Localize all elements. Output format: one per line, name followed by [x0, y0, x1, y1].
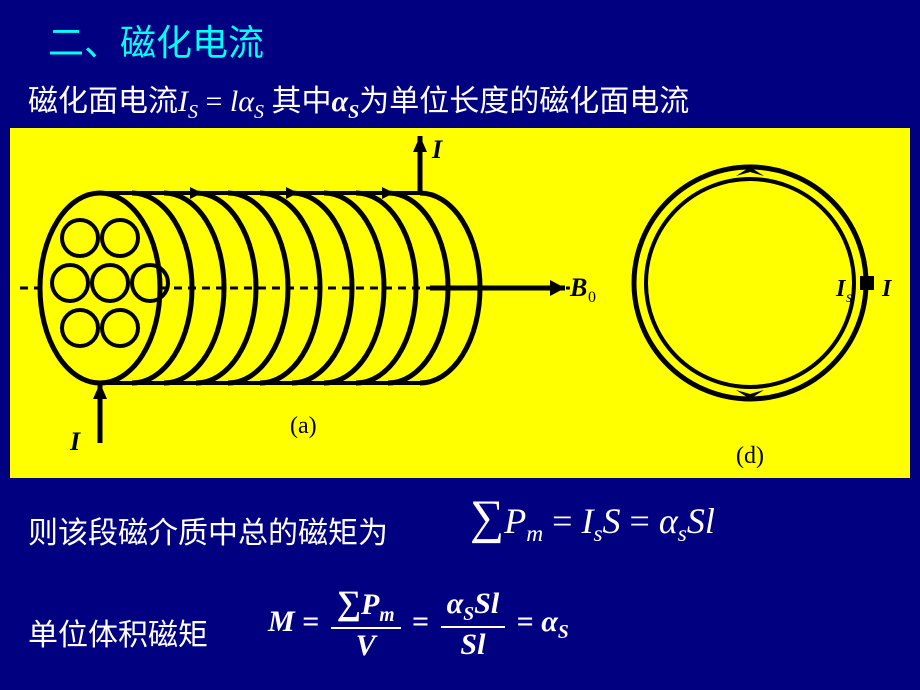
- eq-alpha2: α: [332, 85, 349, 118]
- eq-Is-sub: S: [188, 101, 198, 123]
- label-I-ring: I: [881, 276, 893, 302]
- frac2-denS: S: [460, 628, 477, 661]
- label-B: B: [569, 273, 587, 302]
- eq-M-afinal: α: [541, 605, 558, 638]
- line-surface-current: 磁化面电流IS = lαS 其中αS为单位长度的磁化面电流: [28, 76, 689, 124]
- txt-mid: 其中: [264, 85, 332, 118]
- eq-M-afinal-sub: S: [558, 622, 569, 643]
- text-total-moment: 则该段磁介质中总的磁矩为: [28, 508, 388, 552]
- frac2-a: α: [447, 587, 464, 620]
- eq-equals: =: [198, 85, 230, 118]
- eq-a: α: [659, 501, 678, 541]
- eq-M: M = ∑PmV = αSSlSl = αS: [268, 585, 569, 663]
- eq-S1: S: [603, 501, 621, 541]
- eq-alpha2-sub: S: [348, 101, 359, 123]
- figure-svg: B 0 I I (a) I s I (d): [10, 128, 910, 478]
- eq-l: l: [230, 85, 238, 118]
- label-I-top: I: [431, 135, 443, 164]
- frac1-sub: m: [379, 605, 394, 626]
- eq-alpha: α: [238, 85, 254, 118]
- eq-P: P: [504, 501, 526, 541]
- eq-M-eq3: =: [509, 605, 541, 638]
- eq-total-moment: ∑Pm = IsS = αsSl: [470, 490, 715, 548]
- eq-I: I: [581, 501, 593, 541]
- frac2-asub: S: [463, 604, 474, 625]
- frac2-l: l: [491, 587, 499, 620]
- frac-2: αSSlSl: [441, 587, 506, 662]
- frac-1: ∑PmV: [331, 585, 401, 663]
- eq-alpha-sub: S: [254, 101, 264, 123]
- eq-Is-I: I: [178, 85, 188, 118]
- section-title: 二、磁化电流: [48, 14, 264, 66]
- frac1-den: V: [331, 629, 401, 663]
- eq-P-sub: m: [526, 521, 543, 547]
- eq-eq1: =: [543, 501, 581, 541]
- txt-suffix: 为单位长度的磁化面电流: [359, 85, 689, 118]
- figure-panel: B 0 I I (a) I s I (d): [10, 128, 910, 478]
- eq-M-eq1: =: [295, 605, 327, 638]
- txt-prefix: 磁化面电流: [28, 85, 178, 118]
- eq-I-sub: s: [593, 521, 602, 547]
- frac2-denl: l: [477, 628, 485, 661]
- cylinder: [40, 187, 480, 383]
- sigma-1: ∑: [470, 491, 504, 544]
- caption-a: (a): [290, 413, 317, 439]
- caption-d: (d): [736, 443, 764, 469]
- text-unit-volume: 单位体积磁矩: [28, 610, 208, 654]
- frac1-P: P: [361, 588, 379, 621]
- frac2-S: S: [474, 587, 491, 620]
- eq-S2: S: [687, 501, 705, 541]
- label-I-bottom: I: [69, 427, 81, 456]
- eq-M-eq2: =: [405, 605, 437, 638]
- eq-a-sub: s: [678, 521, 687, 547]
- eq-M-M: M: [268, 605, 295, 638]
- eq-l2: l: [705, 501, 715, 541]
- frac1-sigma: ∑: [337, 585, 361, 622]
- label-B-sub: 0: [588, 289, 596, 306]
- ring-figure: I s I: [634, 167, 893, 399]
- eq-eq2: =: [621, 501, 659, 541]
- label-Is-sub: s: [846, 289, 852, 306]
